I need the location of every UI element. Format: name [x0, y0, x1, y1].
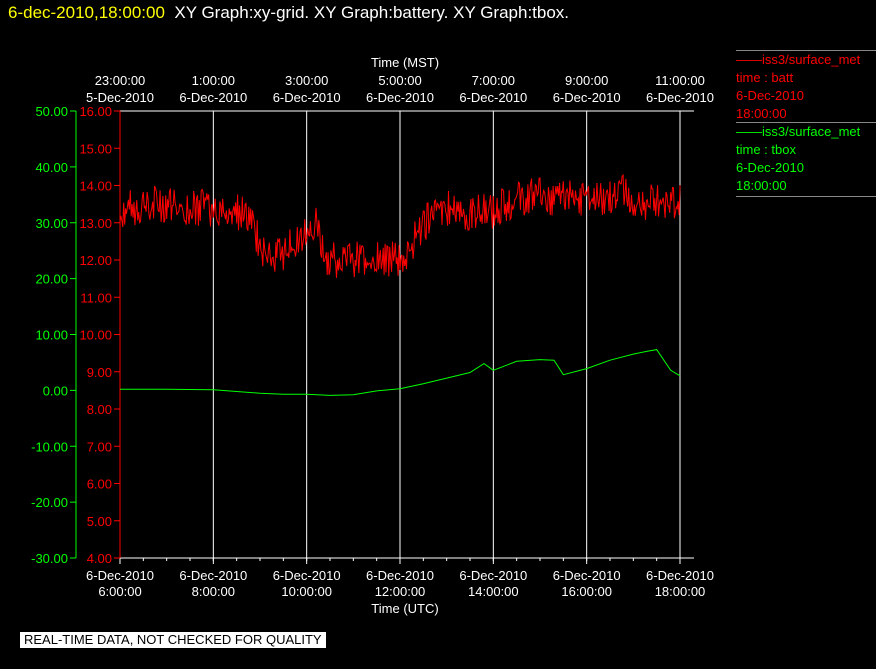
- tbox-tick-label: 40.00: [35, 160, 68, 175]
- batt-tick-label: 12.00: [79, 253, 112, 268]
- x-bottom-tick-date: 6-Dec-2010: [459, 568, 527, 583]
- tbox-tick-label: 0.00: [43, 383, 68, 398]
- batt-tick-label: 14.00: [79, 179, 112, 194]
- x-top-tick-date: 6-Dec-2010: [273, 90, 341, 105]
- legend-tbox-time: 18:00:00: [736, 178, 787, 193]
- tbox-tick-label: 50.00: [35, 104, 68, 119]
- batt-tick-label: 10.00: [79, 328, 112, 343]
- x-bottom-tick-time: 6:00:00: [98, 584, 141, 599]
- batt-tick-label: 15.00: [79, 141, 112, 156]
- legend-batt: ——iss3/surface_met time : batt 6-Dec-201…: [736, 50, 876, 123]
- x-bottom-tick-date: 6-Dec-2010: [646, 568, 714, 583]
- batt-tick-label: 13.00: [79, 216, 112, 231]
- axes: [70, 110, 694, 564]
- tbox-tick-label: 20.00: [35, 272, 68, 287]
- batt-tick-label: 5.00: [87, 514, 112, 529]
- batt-tick-label: 7.00: [87, 439, 112, 454]
- batt-tick-label: 6.00: [87, 477, 112, 492]
- graph-title-bar: 6-dec-2010,18:00:00 XY Graph:xy-grid. XY…: [8, 3, 569, 23]
- x-bottom-axis-label: Time (UTC): [371, 601, 438, 616]
- x-top-tick-date: 6-Dec-2010: [179, 90, 247, 105]
- x-bottom-tick-date: 6-Dec-2010: [366, 568, 434, 583]
- legend-separator: [736, 122, 876, 123]
- batt-tick-label: 16.00: [79, 104, 112, 119]
- x-top-tick-time: 3:00:00: [285, 73, 328, 88]
- tbox-tick-label: -10.00: [31, 439, 68, 454]
- legend-tbox: ——iss3/surface_met time : tbox 6-Dec-201…: [736, 122, 876, 197]
- x-bottom-tick-time: 10:00:00: [281, 584, 332, 599]
- legend-tbox-source: ——iss3/surface_met: [736, 124, 861, 139]
- x-top-tick-time: 9:00:00: [565, 73, 608, 88]
- x-top-tick-time: 7:00:00: [472, 73, 515, 88]
- x-top-tick-time: 1:00:00: [192, 73, 235, 88]
- batt-tick-label: 4.00: [87, 551, 112, 566]
- legend-separator: [736, 196, 876, 197]
- legend-batt-date: 6-Dec-2010: [736, 88, 804, 103]
- x-top-tick-time: 5:00:00: [378, 73, 421, 88]
- legend-batt-variable: time : batt: [736, 70, 794, 85]
- timestamp: 6-dec-2010,18:00:00: [8, 3, 165, 22]
- x-top-tick-time: 23:00:00: [95, 73, 146, 88]
- legend-tbox-variable: time : tbox: [736, 142, 796, 157]
- series: [119, 173, 681, 396]
- battery-series-line: [119, 173, 681, 278]
- legend-tbox-date: 6-Dec-2010: [736, 160, 804, 175]
- tbox-tick-label: -20.00: [31, 495, 68, 510]
- x-bottom-tick-time: 12:00:00: [375, 584, 426, 599]
- x-top-axis-label: Time (MST): [371, 55, 439, 70]
- x-top-tick-date: 6-Dec-2010: [646, 90, 714, 105]
- tbox-series-line: [120, 349, 681, 396]
- legend-batt-source: ——iss3/surface_met: [736, 52, 861, 67]
- x-top-tick-date: 5-Dec-2010: [86, 90, 154, 105]
- x-top-tick-time: 11:00:00: [655, 73, 705, 88]
- legend-separator: [736, 50, 876, 51]
- x-top-tick-date: 6-Dec-2010: [366, 90, 434, 105]
- x-top-tick-date: 6-Dec-2010: [459, 90, 527, 105]
- x-bottom-tick-time: 8:00:00: [192, 584, 235, 599]
- x-bottom-tick-time: 18:00:00: [655, 584, 706, 599]
- x-bottom-tick-date: 6-Dec-2010: [273, 568, 341, 583]
- tbox-tick-label: -30.00: [31, 551, 68, 566]
- x-bottom-tick-date: 6-Dec-2010: [553, 568, 621, 583]
- batt-tick-label: 8.00: [87, 402, 112, 417]
- tick-labels: 6-Dec-20106:00:0023:00:005-Dec-20106-Dec…: [31, 55, 714, 616]
- grid: [212, 111, 681, 558]
- x-bottom-tick-time: 14:00:00: [468, 584, 519, 599]
- batt-tick-label: 11.00: [80, 290, 112, 305]
- legend-batt-time: 18:00:00: [736, 106, 787, 121]
- quality-disclaimer: REAL-TIME DATA, NOT CHECKED FOR QUALITY: [20, 632, 326, 648]
- x-top-tick-date: 6-Dec-2010: [553, 90, 621, 105]
- x-bottom-tick-date: 6-Dec-2010: [86, 568, 154, 583]
- batt-tick-label: 9.00: [87, 365, 112, 380]
- x-bottom-tick-time: 16:00:00: [561, 584, 612, 599]
- graph-list: XY Graph:xy-grid. XY Graph:battery. XY G…: [174, 3, 570, 22]
- tbox-tick-label: 30.00: [35, 216, 68, 231]
- x-bottom-tick-date: 6-Dec-2010: [179, 568, 247, 583]
- tbox-tick-label: 10.00: [35, 328, 68, 343]
